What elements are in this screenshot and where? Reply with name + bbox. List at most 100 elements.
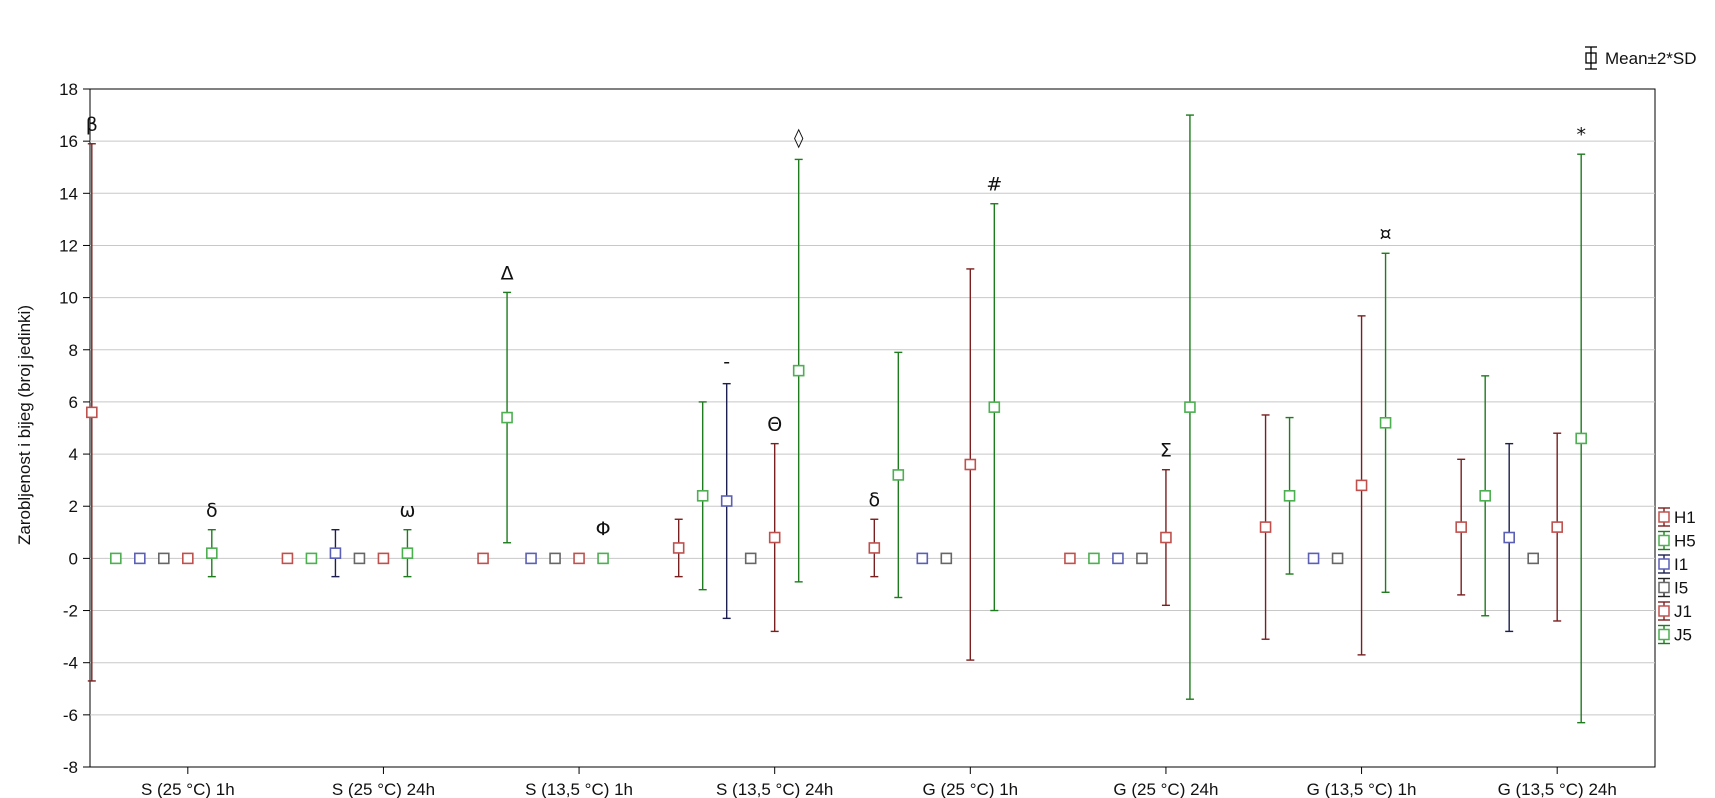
annotation-symbol: β	[86, 114, 98, 136]
x-tick-label: S (25 °C) 24h	[332, 780, 435, 798]
x-tick-label: S (25 °C) 1h	[141, 780, 235, 798]
y-tick-label: 16	[59, 132, 78, 151]
mean-marker	[377, 552, 390, 565]
legend-item-i1: I1	[1658, 554, 1688, 574]
mean-marker	[525, 552, 537, 565]
x-tick-label: S (13,5 °C) 1h	[525, 780, 633, 798]
x-axis: S (25 °C) 1h S (25 °C) 24h S (13,5 °C) 1h S…	[141, 767, 1617, 798]
y-tick-label: 10	[59, 289, 78, 308]
y-tick-label: 0	[69, 549, 78, 568]
legend-label: J1	[1674, 602, 1692, 621]
mean-marker	[110, 552, 122, 565]
mean-marker	[1575, 432, 1587, 445]
y-tick-label: 4	[69, 445, 78, 464]
y-tick-label: 2	[69, 497, 78, 516]
mean-marker	[1112, 552, 1124, 565]
mean-marker	[1088, 552, 1100, 565]
mean-marker	[1064, 552, 1076, 565]
x-tick-label: S (13,5 °C) 24h	[716, 780, 833, 798]
y-tick-label: 12	[59, 236, 78, 255]
x-tick-label: G (13,5 °C) 1h	[1307, 780, 1417, 798]
annotation-symbol: ω	[399, 500, 415, 522]
mean-marker	[549, 552, 561, 565]
annotation-symbol: -	[723, 351, 730, 373]
x-tick-label: G (13,5 °C) 24h	[1498, 780, 1617, 798]
plot-area	[89, 88, 1656, 768]
annotations: β δ ω Δ Φ - Θ ◊ δ # Σ ¤ *	[86, 114, 1586, 540]
mean-marker	[281, 552, 294, 565]
mean-marker	[1331, 552, 1344, 565]
annotation-symbol: Θ	[767, 414, 782, 436]
mean-marker	[573, 552, 585, 565]
mean-marker	[1503, 531, 1515, 544]
legend-marker	[1658, 628, 1670, 641]
legend-label: H5	[1674, 532, 1696, 551]
grid-lines	[90, 140, 1655, 716]
mean-marker	[305, 552, 318, 565]
mean-marker	[1307, 552, 1320, 565]
legend-item-i5: I5	[1658, 577, 1688, 598]
y-tick-label: 18	[59, 80, 78, 99]
legend-label: H1	[1674, 508, 1696, 527]
mean-marker	[672, 542, 685, 554]
series-i5	[158, 552, 1539, 565]
legend-marker	[1658, 534, 1670, 547]
legend-item-j5: J5	[1658, 624, 1692, 645]
annotation-symbol: δ	[206, 500, 218, 522]
legend-item-h1: H1	[1658, 507, 1696, 527]
mean-marker	[329, 547, 342, 559]
mean-marker	[1355, 479, 1368, 492]
legend-marker	[1658, 605, 1670, 617]
annotation-symbol: δ	[869, 489, 881, 511]
mean-marker	[134, 552, 146, 565]
mean-marker	[1379, 416, 1392, 429]
y-tick-label: -4	[63, 654, 78, 673]
legend-item-h5: H5	[1658, 530, 1696, 551]
series-h1	[86, 143, 1467, 682]
annotation-symbol: *	[1576, 124, 1586, 146]
mean-marker	[501, 411, 513, 424]
legend: H1 H5 I1 I5 J1 J5	[1658, 507, 1696, 645]
legend-item-j1: J1	[1658, 601, 1692, 621]
legend-marker	[1658, 581, 1670, 594]
mean-marker	[1455, 521, 1467, 533]
series-i1	[134, 382, 1515, 633]
y-tick-label: -6	[63, 706, 78, 725]
mean-marker	[940, 552, 953, 565]
mean-marker	[353, 552, 366, 565]
legend-marker	[1658, 558, 1670, 570]
mean-marker	[1283, 489, 1296, 502]
annotation-symbol: Δ	[501, 262, 514, 284]
mean-marker	[597, 552, 609, 565]
series-h5	[110, 291, 1491, 617]
error-legend: Mean±2*SD	[1585, 46, 1697, 70]
mean-marker	[916, 552, 929, 565]
y-axis: -8 -6 -4 -2 0 2 4 6 8 10 12 14 16 18	[59, 80, 90, 777]
mean-marker	[696, 489, 709, 502]
mean-marker	[158, 552, 170, 565]
x-tick-label: G (25 °C) 1h	[923, 780, 1019, 798]
legend-marker	[1658, 511, 1670, 523]
legend-label: I5	[1674, 579, 1688, 598]
mean-marker	[1527, 552, 1539, 565]
annotation-symbol: #	[986, 174, 1002, 196]
series-j5	[206, 114, 1587, 724]
mean-marker	[720, 495, 733, 507]
mean-marker	[892, 469, 905, 481]
mean-marker	[792, 364, 805, 377]
error-legend-label: Mean±2*SD	[1605, 49, 1697, 68]
annotation-symbol: Φ	[596, 518, 611, 540]
error-legend-icon	[1585, 46, 1597, 70]
x-tick-label: G (25 °C) 24h	[1113, 780, 1218, 798]
mean-marker	[744, 552, 757, 565]
mean-marker	[401, 547, 414, 559]
mean-marker	[206, 547, 218, 559]
mean-marker	[964, 458, 977, 471]
mean-marker	[86, 406, 98, 419]
annotation-symbol: ¤	[1380, 223, 1392, 245]
mean-marker	[1551, 521, 1563, 533]
mean-marker	[477, 552, 489, 565]
mean-marker	[1184, 401, 1196, 413]
annotation-symbol: ◊	[794, 127, 804, 149]
